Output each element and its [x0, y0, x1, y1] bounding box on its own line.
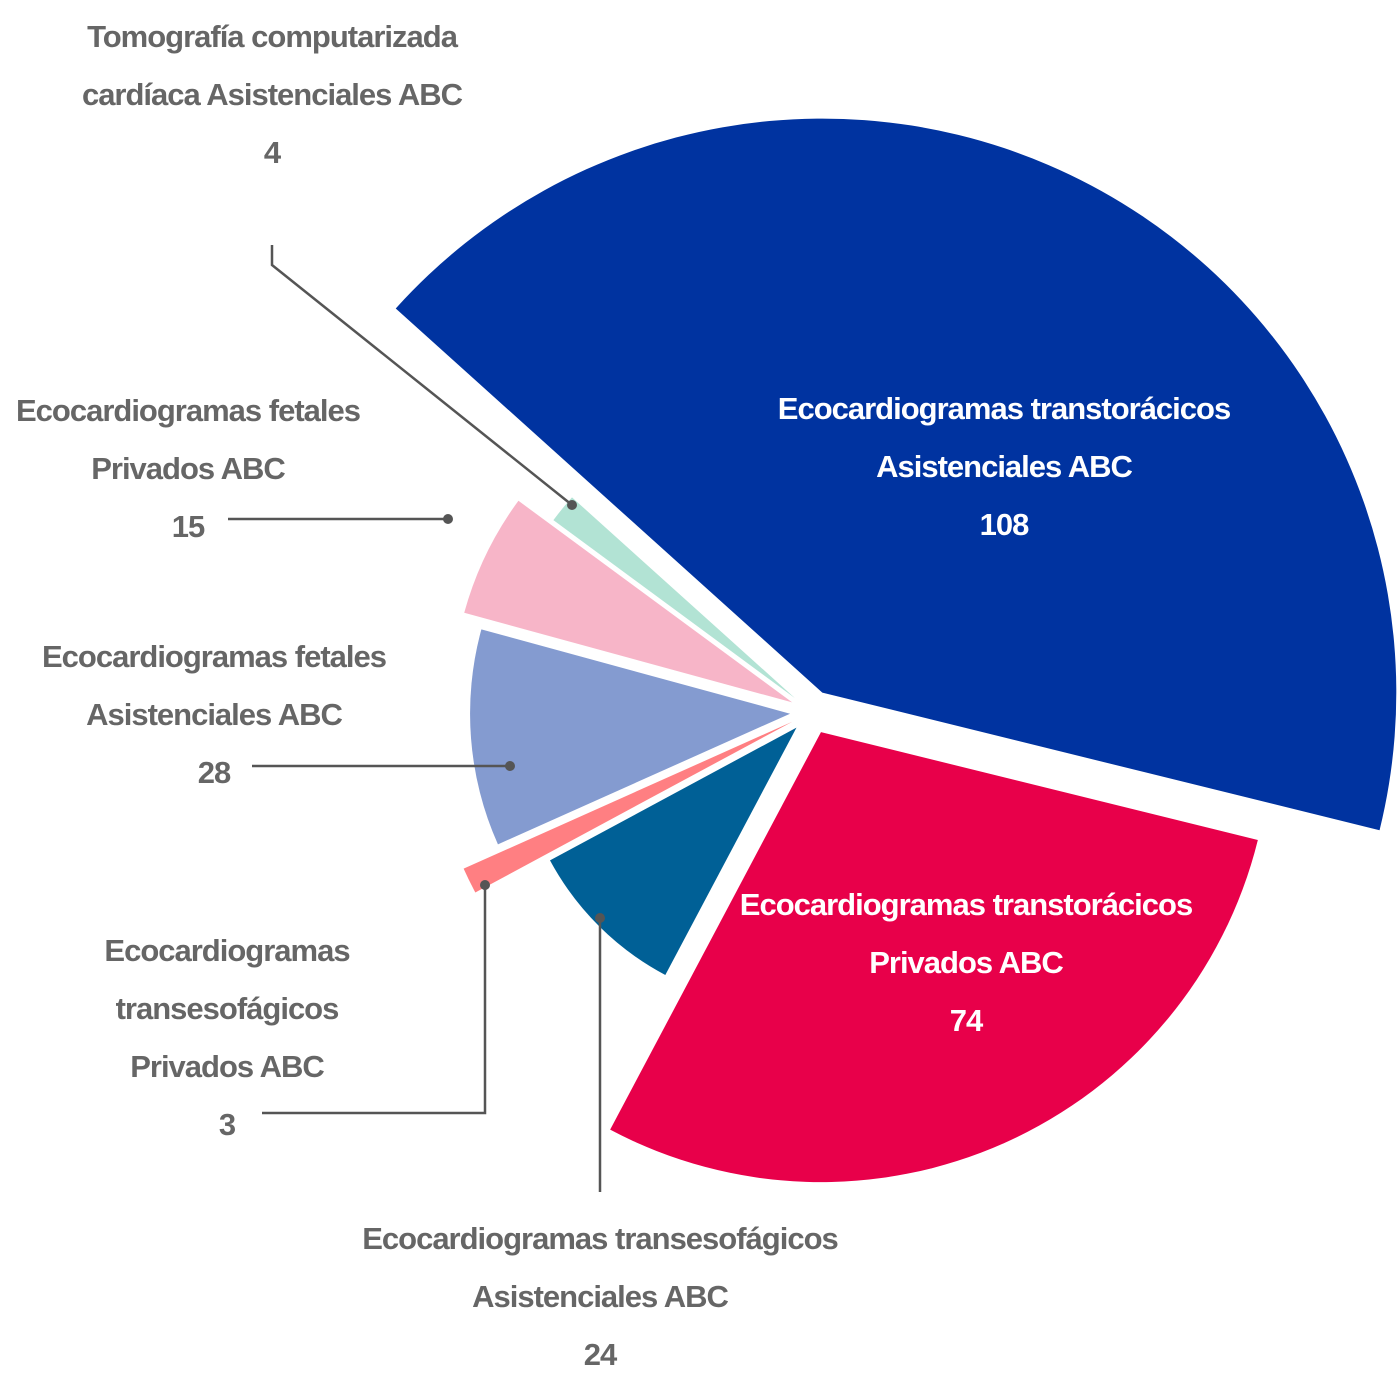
leader-dot: [480, 880, 490, 890]
category-label: Ecocardiogramas transtorácicos Asistenci…: [777, 391, 1231, 484]
slice-label: Ecocardiogramas transesofágicos Privados…: [77, 922, 377, 1154]
value-label: 4: [263, 135, 281, 170]
value-label: 74: [949, 1003, 983, 1038]
leader-dot: [567, 500, 577, 510]
slice: [610, 732, 1258, 1183]
leader-line: [262, 885, 487, 1115]
category-label: Ecocardiogramas transtorácicos Privados …: [739, 887, 1193, 980]
slice-label: Ecocardiogramas transtorácicos Asistenci…: [714, 380, 1294, 554]
slice-label: Ecocardiogramas transtorácicos Privados …: [716, 876, 1216, 1050]
leader-dot: [595, 913, 605, 923]
slice: [395, 118, 1397, 831]
category-label: Tomografía computarizada cardíaca Asiste…: [81, 19, 463, 112]
leader-dot: [505, 761, 515, 771]
slice-label: Ecocardiogramas transesofágicos Asistenc…: [290, 1210, 910, 1384]
slice: [553, 497, 795, 699]
leader-dot: [443, 514, 453, 524]
category-label: Ecocardiogramas transesofágicos Privados…: [104, 933, 350, 1084]
leaders: [228, 245, 602, 1192]
slices: [395, 118, 1397, 1183]
slice-label: Ecocardiogramas fetales Privados ABC 15: [3, 382, 373, 556]
slice: [463, 721, 793, 893]
value-label: 24: [583, 1337, 617, 1372]
slice-label: Tomografía computarizada cardíaca Asiste…: [62, 8, 482, 182]
slice: [464, 500, 793, 703]
value-label: 3: [218, 1107, 236, 1142]
slice: [549, 727, 797, 975]
category-label: Ecocardiogramas fetales Asistenciales AB…: [41, 639, 387, 732]
leader-line: [270, 245, 573, 506]
value-label: 15: [171, 509, 205, 544]
leader-dots: [443, 500, 605, 923]
value-label: 108: [979, 507, 1030, 542]
slice: [470, 629, 791, 845]
slice-label: Ecocardiogramas fetales Asistenciales AB…: [0, 628, 434, 802]
value-label: 28: [197, 755, 231, 790]
category-label: Ecocardiogramas fetales Privados ABC: [15, 393, 361, 486]
category-label: Ecocardiogramas transesofágicos Asistenc…: [362, 1221, 839, 1314]
